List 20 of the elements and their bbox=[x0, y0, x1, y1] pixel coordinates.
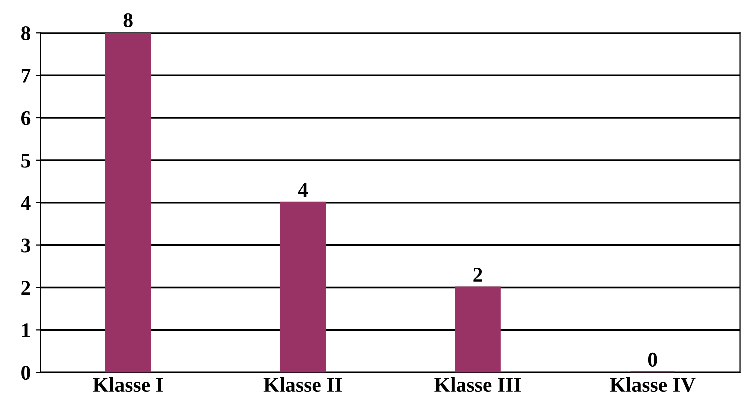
data-label: 2 bbox=[474, 268, 482, 282]
y-tick-label: 2 bbox=[22, 281, 30, 295]
y-tick-label: 4 bbox=[21, 196, 31, 210]
bar bbox=[455, 286, 501, 373]
data-label: 4 bbox=[298, 183, 308, 198]
y-tick-label: 1 bbox=[22, 324, 30, 338]
data-label: 0 bbox=[648, 352, 658, 367]
bar bbox=[105, 33, 152, 373]
y-tick-label: 3 bbox=[22, 238, 30, 253]
data-label: 8 bbox=[124, 13, 133, 28]
bar bbox=[280, 202, 326, 373]
x-tick-label: Klasse IV bbox=[610, 377, 696, 392]
y-tick-label: 0 bbox=[22, 366, 30, 380]
x-tick-label: Klasse II bbox=[264, 377, 342, 392]
x-tick-label: Klasse III bbox=[434, 377, 522, 392]
y-tick-label: 6 bbox=[21, 111, 31, 126]
y-tick-label: 7 bbox=[22, 69, 31, 83]
y-tick-label: 5 bbox=[22, 154, 30, 168]
x-tick-label: Klasse I bbox=[93, 377, 164, 392]
y-tick-label: 8 bbox=[21, 26, 31, 41]
